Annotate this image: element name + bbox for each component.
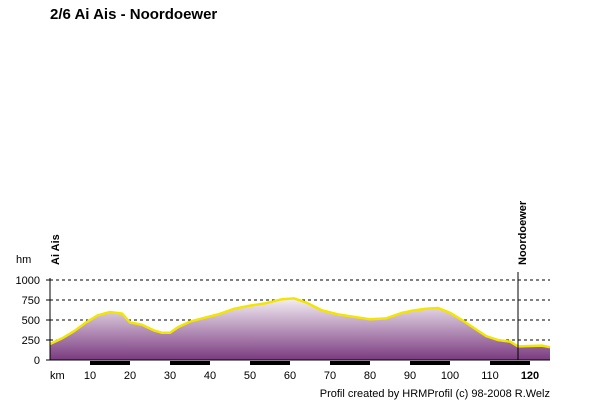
y-tick-label: 1000 bbox=[16, 275, 40, 287]
chart-title: 2/6 Ai Ais - Noordoewer bbox=[50, 6, 217, 23]
km-band bbox=[90, 361, 530, 365]
x-tick-label: 20 bbox=[124, 370, 136, 382]
place-label: Noordoewer bbox=[517, 200, 529, 265]
x-tick-label: 120 bbox=[521, 370, 539, 382]
elevation-line bbox=[49, 297, 551, 349]
x-tick-label: 60 bbox=[284, 370, 296, 382]
credit-text: Profil created by HRMProfil (c) 98-2008 … bbox=[320, 388, 550, 400]
km-band-segment bbox=[250, 361, 290, 365]
x-tick-label: 90 bbox=[404, 370, 416, 382]
km-band-segment bbox=[330, 361, 370, 365]
y-tick-label: 750 bbox=[22, 295, 40, 307]
elevation-area bbox=[50, 298, 550, 360]
km-band-segment bbox=[490, 361, 530, 365]
km-band-segment bbox=[410, 361, 450, 365]
y-tick-label: 0 bbox=[34, 355, 40, 367]
y-tick-label: 500 bbox=[22, 315, 40, 327]
x-tick-labels: 10 20 30 40 50 60 70 80 90 100 110 120 bbox=[84, 370, 539, 382]
km-band-segment bbox=[170, 361, 210, 365]
place-labels: Ai Ais Noordoewer bbox=[50, 200, 529, 360]
x-tick-label: 80 bbox=[364, 370, 376, 382]
x-tick-label: 70 bbox=[324, 370, 336, 382]
x-axis-label: km bbox=[50, 370, 65, 382]
y-axis-label: hm bbox=[16, 254, 31, 266]
x-tick-label: 30 bbox=[164, 370, 176, 382]
x-tick-label: 100 bbox=[441, 370, 459, 382]
x-tick-label: 40 bbox=[204, 370, 216, 382]
x-tick-label: 10 bbox=[84, 370, 96, 382]
km-band-segment bbox=[90, 361, 130, 365]
y-tick-labels: 0 250 500 750 1000 bbox=[16, 275, 40, 367]
x-tick-label: 50 bbox=[244, 370, 256, 382]
y-tick-label: 250 bbox=[22, 335, 40, 347]
axes bbox=[46, 278, 550, 361]
place-label: Ai Ais bbox=[50, 234, 62, 265]
x-tick-label: 110 bbox=[481, 370, 499, 382]
